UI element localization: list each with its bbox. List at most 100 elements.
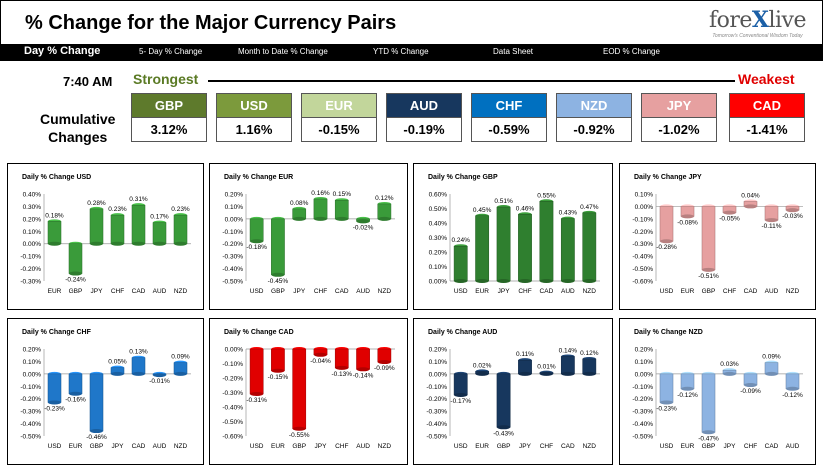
currency-card-value: 1.16% xyxy=(235,122,273,137)
currency-card-usd: USD 1.16% xyxy=(216,93,292,142)
bar xyxy=(334,199,349,220)
bar xyxy=(453,373,468,396)
data-label: 0.55% xyxy=(537,192,556,199)
y-tick-label: -0.20% xyxy=(632,396,653,403)
bar xyxy=(659,206,674,242)
x-tick-label: JPY xyxy=(91,288,104,295)
bar-bottom xyxy=(518,371,532,376)
x-tick-label: EUR xyxy=(69,443,83,450)
x-tick-label: NZD xyxy=(583,288,597,295)
data-label: -0.55% xyxy=(289,432,310,439)
y-tick-label: 0.00% xyxy=(635,371,654,378)
y-tick-label: 0.00% xyxy=(225,347,244,354)
bar-bottom xyxy=(764,218,779,223)
bar xyxy=(560,356,575,375)
y-tick-label: -0.60% xyxy=(632,279,653,286)
logo-text-pre: fore xyxy=(708,8,752,33)
data-label: -0.46% xyxy=(86,434,107,441)
y-tick-label: -0.10% xyxy=(632,216,653,223)
y-tick-label: 0.20% xyxy=(635,347,654,354)
x-tick-label: JPY xyxy=(519,443,532,450)
data-label: 0.23% xyxy=(108,206,127,213)
nav-mtd-change[interactable]: Month to Date % Change xyxy=(238,47,328,56)
data-label: -0.45% xyxy=(268,278,289,285)
data-label: -0.18% xyxy=(246,244,267,251)
data-label: -0.43% xyxy=(493,430,514,437)
bar-bottom xyxy=(250,239,264,244)
bar xyxy=(334,348,349,369)
bar xyxy=(47,373,62,403)
nav-5day-change[interactable]: 5- Day % Change xyxy=(139,47,203,56)
bar-bottom xyxy=(701,267,716,272)
y-tick-label: -0.20% xyxy=(222,376,243,383)
bar xyxy=(89,208,104,244)
x-tick-label: CAD xyxy=(765,443,779,450)
y-tick-label: 0.00% xyxy=(635,204,654,211)
nav-day-change[interactable]: Day % Change xyxy=(24,45,101,57)
bar xyxy=(249,218,264,242)
x-tick-label: USD xyxy=(48,443,62,450)
bar-bottom xyxy=(454,392,468,397)
bar-bottom xyxy=(701,430,716,435)
x-tick-label: EUR xyxy=(271,443,285,450)
forexlive-logo[interactable]: foreXlive Tomorrow's Conventional Wisdom… xyxy=(708,7,807,39)
data-label: -0.02% xyxy=(353,224,374,231)
y-tick-label: 0.20% xyxy=(429,347,448,354)
bar-bottom xyxy=(659,239,674,244)
data-label: 0.47% xyxy=(580,204,599,211)
x-tick-label: USD xyxy=(454,288,468,295)
nav-eod-change[interactable]: EOD % Change xyxy=(603,47,660,56)
data-label: 0.31% xyxy=(129,196,148,203)
x-tick-label: JPY xyxy=(498,288,511,295)
strength-line xyxy=(208,80,735,82)
nav-data-sheet[interactable]: Data Sheet xyxy=(493,47,534,56)
bar-bottom xyxy=(47,400,62,405)
y-tick-label: -0.30% xyxy=(632,241,653,248)
chart-panel: Daily % Change JPY 0.10% 0.00% -0.10% -0.20%… xyxy=(619,163,816,310)
x-tick-label: CAD xyxy=(744,288,758,295)
y-tick-label: 0.10% xyxy=(225,204,244,211)
cumulative-label-line1: Cumulative xyxy=(40,111,116,127)
bar-bottom xyxy=(743,204,758,209)
bar-bottom xyxy=(335,216,349,221)
currency-card-value: -1.41% xyxy=(746,122,788,137)
bar-bottom xyxy=(722,210,737,215)
data-label: -0.12% xyxy=(677,392,698,399)
y-tick-label: -0.40% xyxy=(222,266,243,273)
data-label: 0.09% xyxy=(762,354,781,361)
x-tick-label: EUR xyxy=(681,288,695,295)
currency-card-chf: CHF -0.59% xyxy=(471,93,547,142)
x-tick-label: NZD xyxy=(174,443,188,450)
nav-ytd-change[interactable]: YTD % Change xyxy=(373,47,429,56)
data-label: 0.03% xyxy=(720,361,739,368)
y-tick-label: 0.00% xyxy=(429,279,448,286)
bar-bottom xyxy=(152,241,167,246)
x-tick-label: GBP xyxy=(497,443,511,450)
x-tick-label: NZD xyxy=(378,288,392,295)
bar-bottom xyxy=(89,241,104,246)
logo-tagline: Tomorrow's Conventional Wisdom Today xyxy=(712,33,803,39)
bar-bottom xyxy=(152,373,167,378)
y-tick-label: -0.50% xyxy=(632,266,653,273)
chart-panel: Daily % Change CAD 0.00% -0.10% -0.20% -0.30… xyxy=(209,318,408,465)
currency-card-value: -0.19% xyxy=(403,122,445,137)
data-label: 0.12% xyxy=(580,350,599,357)
chart-panel: Daily % Change AUD 0.20% 0.10% 0.00% -0.10% -… xyxy=(413,318,613,465)
y-tick-label: -0.40% xyxy=(222,405,243,412)
y-tick-label: -0.40% xyxy=(20,421,41,428)
x-tick-label: USD xyxy=(660,288,674,295)
chart-title: Daily % Change CHF xyxy=(22,329,91,336)
x-tick-label: EUR xyxy=(681,443,695,450)
x-tick-label: CAD xyxy=(335,288,349,295)
bar-bottom xyxy=(110,241,125,246)
x-tick-label: AUD xyxy=(356,443,370,450)
currency-card-value: -0.92% xyxy=(573,122,615,137)
bar-bottom xyxy=(173,371,188,376)
x-tick-label: AUD xyxy=(153,288,167,295)
data-label: 0.13% xyxy=(129,349,148,356)
chart-panel: Daily % Change CHF 0.20% 0.10% 0.00% -0.10% -… xyxy=(7,318,204,465)
bar-bottom xyxy=(722,371,737,376)
bar-bottom xyxy=(356,367,370,372)
bar-bottom xyxy=(271,272,285,277)
data-label: 0.11% xyxy=(516,351,534,358)
